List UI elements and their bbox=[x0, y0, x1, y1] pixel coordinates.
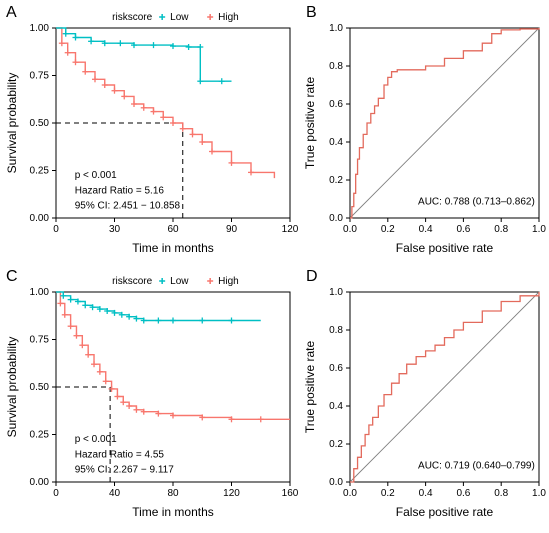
svg-text:0.2: 0.2 bbox=[381, 488, 395, 499]
svg-text:120: 120 bbox=[282, 224, 299, 235]
svg-text:Low: Low bbox=[170, 12, 189, 23]
svg-text:0: 0 bbox=[53, 488, 59, 499]
svg-text:High: High bbox=[218, 12, 239, 23]
svg-text:True positive rate: True positive rate bbox=[303, 77, 317, 170]
svg-text:0.8: 0.8 bbox=[329, 325, 343, 336]
svg-text:0.6: 0.6 bbox=[456, 488, 470, 499]
svg-text:0.50: 0.50 bbox=[30, 118, 50, 129]
svg-text:0.0: 0.0 bbox=[343, 488, 357, 499]
svg-text:0.0: 0.0 bbox=[329, 213, 343, 224]
svg-text:Hazard Ratio = 5.16: Hazard Ratio = 5.16 bbox=[75, 185, 165, 196]
svg-text:0.4: 0.4 bbox=[329, 401, 343, 412]
svg-text:0.4: 0.4 bbox=[329, 137, 343, 148]
svg-text:p < 0.001: p < 0.001 bbox=[75, 434, 117, 445]
svg-text:30: 30 bbox=[109, 224, 121, 235]
svg-text:0.4: 0.4 bbox=[419, 488, 433, 499]
svg-text:0.8: 0.8 bbox=[494, 488, 508, 499]
svg-text:1.0: 1.0 bbox=[329, 287, 343, 298]
panel-c: C 0 40 80 120 160 0.00 0.25 0.50 0.75 1.00 Time in… bbox=[0, 264, 300, 528]
svg-text:0: 0 bbox=[53, 224, 59, 235]
svg-text:0.75: 0.75 bbox=[30, 335, 50, 346]
svg-text:90: 90 bbox=[226, 224, 238, 235]
svg-text:p < 0.001: p < 0.001 bbox=[75, 170, 117, 181]
svg-text:Time in months: Time in months bbox=[132, 241, 214, 255]
svg-text:0.6: 0.6 bbox=[456, 224, 470, 235]
svg-text:95% CI: 2.451 − 10.858: 95% CI: 2.451 − 10.858 bbox=[75, 201, 181, 212]
svg-text:1.00: 1.00 bbox=[30, 287, 50, 298]
svg-text:riskscore: riskscore bbox=[112, 276, 152, 287]
svg-text:AUC: 0.719 (0.640–0.799): AUC: 0.719 (0.640–0.799) bbox=[418, 461, 535, 472]
panel-label-b: B bbox=[306, 4, 317, 22]
svg-text:1.0: 1.0 bbox=[532, 488, 546, 499]
svg-text:Survival probability: Survival probability bbox=[5, 337, 19, 438]
svg-text:120: 120 bbox=[223, 488, 240, 499]
panel-label-c: C bbox=[6, 268, 18, 286]
km-chart-a: 0 30 60 90 120 0.00 0.25 0.50 0.75 1.00 Time in mo… bbox=[0, 0, 300, 264]
svg-text:0.75: 0.75 bbox=[30, 71, 50, 82]
svg-text:0.8: 0.8 bbox=[494, 224, 508, 235]
svg-text:True positive rate: True positive rate bbox=[303, 341, 317, 434]
svg-text:0.8: 0.8 bbox=[329, 61, 343, 72]
svg-text:High: High bbox=[218, 276, 239, 287]
panel-a: A 0 30 60 90 120 0.00 0.25 0.50 0.75 1.00 Time in … bbox=[0, 0, 300, 264]
svg-text:Hazard Ratio = 4.55: Hazard Ratio = 4.55 bbox=[75, 449, 165, 460]
svg-text:0.25: 0.25 bbox=[30, 430, 50, 441]
svg-text:1.00: 1.00 bbox=[30, 23, 50, 34]
svg-text:1.0: 1.0 bbox=[329, 23, 343, 34]
svg-text:80: 80 bbox=[167, 488, 179, 499]
svg-text:False positive rate: False positive rate bbox=[396, 241, 494, 255]
svg-text:0.00: 0.00 bbox=[30, 213, 50, 224]
svg-text:0.0: 0.0 bbox=[329, 477, 343, 488]
svg-text:Time in months: Time in months bbox=[132, 505, 214, 519]
svg-text:40: 40 bbox=[109, 488, 121, 499]
roc-chart-b: 0.0 0.2 0.4 0.6 0.8 1.0 0.0 0.2 0.4 0.6 0.8 1.0 Fals… bbox=[300, 0, 549, 264]
svg-text:0.50: 0.50 bbox=[30, 382, 50, 393]
svg-text:1.0: 1.0 bbox=[532, 224, 546, 235]
roc-chart-d: 0.0 0.2 0.4 0.6 0.8 1.0 0.0 0.2 0.4 0.6 0.8 1.0 Fals… bbox=[300, 264, 549, 528]
svg-text:0.2: 0.2 bbox=[329, 175, 343, 186]
svg-text:95% CI: 2.267 − 9.117: 95% CI: 2.267 − 9.117 bbox=[75, 465, 174, 476]
svg-text:AUC: 0.788 (0.713–0.862): AUC: 0.788 (0.713–0.862) bbox=[418, 197, 535, 208]
svg-text:False positive rate: False positive rate bbox=[396, 505, 494, 519]
svg-text:0.25: 0.25 bbox=[30, 166, 50, 177]
svg-text:Survival probability: Survival probability bbox=[5, 73, 19, 174]
svg-text:0.0: 0.0 bbox=[343, 224, 357, 235]
panel-d: D 0.0 0.2 0.4 0.6 0.8 1.0 0.0 0.2 0.4 0.6 0.8 1.0 Fa… bbox=[300, 264, 549, 528]
km-chart-c: 0 40 80 120 160 0.00 0.25 0.50 0.75 1.00 Time in m… bbox=[0, 264, 300, 528]
svg-text:0.2: 0.2 bbox=[381, 224, 395, 235]
svg-text:60: 60 bbox=[167, 224, 179, 235]
svg-text:160: 160 bbox=[282, 488, 299, 499]
svg-text:0.6: 0.6 bbox=[329, 99, 343, 110]
svg-text:Low: Low bbox=[170, 276, 189, 287]
panel-label-d: D bbox=[306, 268, 318, 286]
panel-label-a: A bbox=[6, 4, 17, 22]
svg-text:riskscore: riskscore bbox=[112, 12, 152, 23]
panel-b: B 0.0 0.2 0.4 0.6 0.8 1.0 0.0 0.2 0.4 0.6 0.8 1.0 Fa… bbox=[300, 0, 549, 264]
svg-text:0.00: 0.00 bbox=[30, 477, 50, 488]
svg-text:0.6: 0.6 bbox=[329, 363, 343, 374]
svg-text:0.2: 0.2 bbox=[329, 439, 343, 450]
svg-text:0.4: 0.4 bbox=[419, 224, 433, 235]
